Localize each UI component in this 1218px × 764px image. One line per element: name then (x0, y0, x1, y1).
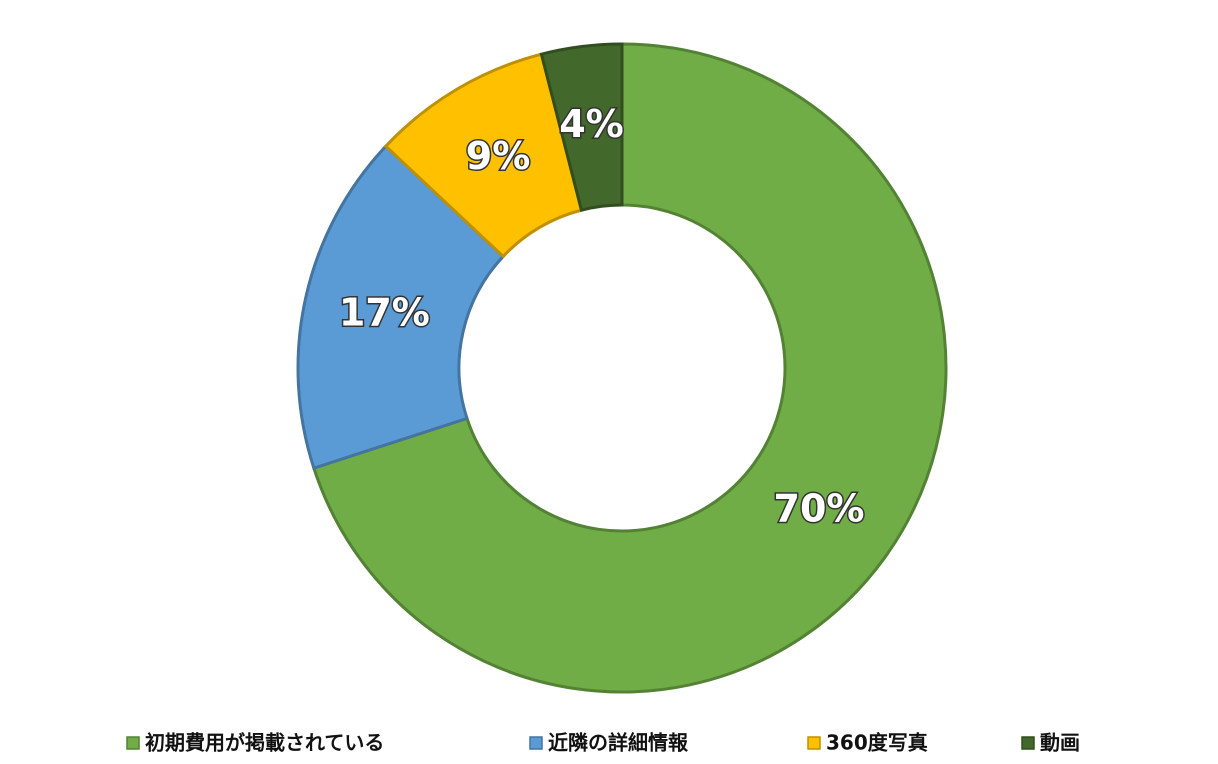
legend-marker (126, 736, 140, 750)
legend-label: 近隣の詳細情報 (548, 731, 689, 755)
legend-marker (529, 736, 543, 750)
data-label: 4% (559, 102, 624, 146)
legend-label: 初期費用が掲載されている (145, 731, 384, 755)
legend-marker (807, 736, 821, 750)
legend-label: 動画 (1040, 731, 1080, 755)
data-label: 70% (774, 487, 865, 531)
donut-slice (296, 144, 506, 471)
donut-slice (311, 42, 948, 694)
donut-slice (539, 42, 624, 212)
data-label: 9% (466, 134, 531, 178)
legend-label: 360度写真 (826, 731, 928, 755)
legend-marker (1021, 736, 1035, 750)
data-label: 17% (339, 290, 430, 334)
